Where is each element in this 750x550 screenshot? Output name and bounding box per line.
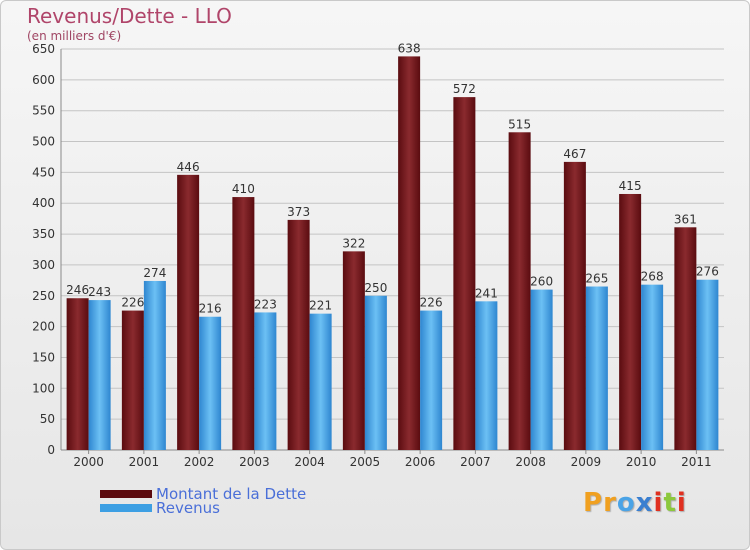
data-label-debt: 373 [287, 205, 310, 219]
bar-debt [121, 310, 144, 450]
legend-swatch-debt [100, 490, 152, 498]
y-tick-label: 450 [32, 165, 55, 179]
chart-subtitle: (en milliers d'€) [27, 29, 122, 43]
y-tick-label: 100 [32, 381, 55, 395]
data-label-debt: 246 [66, 283, 89, 297]
data-label-revenue: 241 [475, 286, 498, 300]
legend-swatch-revenue [100, 504, 152, 512]
data-label-debt: 226 [121, 296, 144, 310]
bar-revenue [254, 312, 277, 450]
bar-revenue [641, 284, 664, 450]
x-tick-label: 2003 [239, 455, 270, 469]
data-label-revenue: 216 [199, 302, 222, 316]
data-label-revenue: 268 [641, 270, 664, 284]
data-label-debt: 638 [398, 41, 421, 55]
bar-debt [398, 56, 421, 450]
logo-letter: i [653, 488, 664, 518]
bar-revenue [88, 300, 111, 450]
bar-debt [674, 227, 697, 450]
legend-item-debt: Montant de la Dette [100, 485, 307, 503]
bar-debt [342, 251, 365, 450]
bar-revenue [143, 280, 166, 450]
logo-letter: P [583, 488, 604, 518]
data-labels: 246 243 226 274 446 216 410 223 373 221 322 250 638 2… [66, 41, 719, 315]
bar-revenue [309, 313, 332, 450]
x-tick-label: 2004 [294, 455, 325, 469]
y-tick-label: 500 [32, 135, 55, 149]
bar-revenue [199, 316, 222, 450]
x-tick-label: 2011 [681, 455, 712, 469]
bar-debt [563, 161, 586, 451]
y-tick-labels: 0 50 100 150 200 250 300 350 400 450 500 550 600 650 [32, 42, 55, 457]
bar-debt [619, 193, 642, 450]
logo-letter: r [603, 488, 617, 518]
data-label-debt: 410 [232, 182, 255, 196]
x-tick-label: 2000 [73, 455, 104, 469]
gridlines [60, 48, 724, 451]
bar-debt [177, 174, 200, 451]
data-label-revenue: 226 [420, 296, 443, 310]
bar-revenue [530, 289, 553, 450]
x-tick-label: 2001 [129, 455, 160, 469]
data-label-debt: 572 [453, 82, 476, 96]
data-label-debt: 322 [342, 236, 365, 250]
logo-letter: o [616, 488, 636, 518]
logo-letter: x [635, 488, 654, 518]
y-tick-label: 350 [32, 227, 55, 241]
data-label-debt: 415 [619, 179, 642, 193]
y-tick-label: 200 [32, 320, 55, 334]
y-tick-label: 550 [32, 104, 55, 118]
proxiti-logo: Proxiti [583, 488, 687, 518]
bar-debt [66, 298, 89, 450]
data-label-revenue: 274 [143, 266, 166, 280]
data-label-revenue: 243 [88, 285, 111, 299]
data-label-debt: 467 [563, 147, 586, 161]
y-tick-label: 650 [32, 42, 55, 56]
x-tick-label: 2002 [184, 455, 215, 469]
data-label-debt: 361 [674, 212, 697, 226]
legend-label-debt: Montant de la Dette [156, 485, 307, 503]
legend-label-revenue: Revenus [156, 499, 220, 517]
chart-title: Revenus/Dette - LLO [27, 4, 232, 28]
x-tick-label: 2005 [350, 455, 381, 469]
y-tick-label: 250 [32, 289, 55, 303]
x-tick-label: 2006 [405, 455, 436, 469]
x-tick-label: 2007 [460, 455, 491, 469]
data-label-debt: 515 [508, 117, 531, 131]
y-tick-label: 0 [47, 443, 55, 457]
bars [66, 56, 719, 451]
data-label-revenue: 250 [364, 281, 387, 295]
data-label-debt: 446 [177, 160, 200, 174]
data-label-revenue: 260 [530, 275, 553, 289]
x-tick-label: 2008 [515, 455, 546, 469]
bar-revenue [585, 286, 608, 450]
y-tick-label: 600 [32, 73, 55, 87]
data-label-revenue: 265 [585, 272, 608, 286]
data-label-revenue: 221 [309, 299, 332, 313]
logo-letter: t [663, 488, 677, 518]
bar-debt [508, 132, 531, 451]
x-tick-labels: 2000 2001 2002 2003 2004 2005 2006 2007 2008 2009… [73, 450, 712, 469]
bar-debt [287, 219, 310, 450]
bar-debt [453, 97, 476, 451]
y-tick-label: 150 [32, 350, 55, 364]
logo-letter: i [676, 488, 687, 518]
data-label-revenue: 276 [696, 265, 719, 279]
bar-revenue [364, 295, 387, 450]
bar-revenue [696, 279, 719, 450]
y-tick-label: 400 [32, 196, 55, 210]
x-tick-label: 2010 [626, 455, 657, 469]
bar-revenue [475, 301, 498, 450]
x-tick-label: 2009 [571, 455, 602, 469]
data-label-revenue: 223 [254, 297, 277, 311]
legend-item-revenue: Revenus [100, 499, 220, 517]
y-tick-label: 50 [40, 412, 55, 426]
y-tick-label: 300 [32, 258, 55, 272]
bar-revenue [420, 310, 443, 450]
bar-debt [232, 197, 255, 450]
